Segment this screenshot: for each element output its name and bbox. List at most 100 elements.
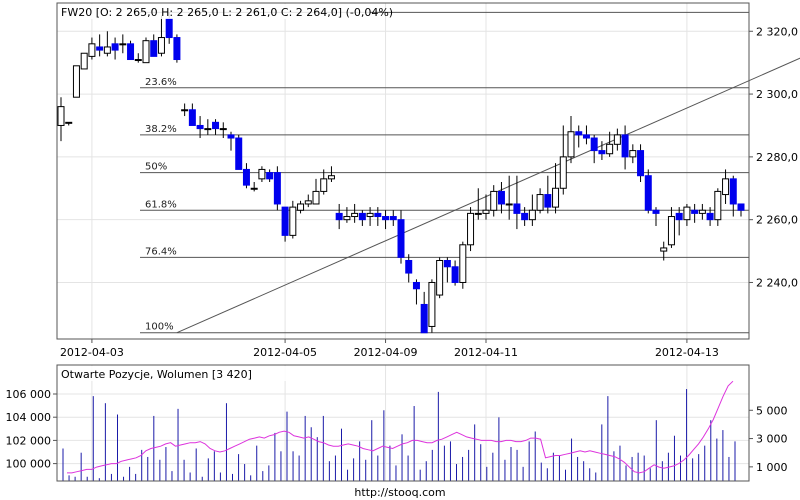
candle-body xyxy=(142,40,150,64)
open-interest-line xyxy=(67,380,734,474)
candle-body xyxy=(72,65,80,98)
candle-body xyxy=(652,209,660,214)
volume-grid xyxy=(57,393,749,465)
candle-body xyxy=(667,216,675,246)
candle-body xyxy=(250,187,258,190)
header-background xyxy=(58,4,370,19)
candle-body xyxy=(582,134,590,139)
candle-body xyxy=(96,46,104,51)
date-tick-label: 2012-04-03 xyxy=(60,346,124,359)
candle-body xyxy=(235,137,243,170)
candle-body xyxy=(80,52,88,70)
candle-body xyxy=(412,281,420,290)
candle-body xyxy=(698,209,706,214)
candle-body xyxy=(451,266,459,283)
fib-level-label: 76.4% xyxy=(145,246,177,257)
lower-panel-title: Otwarte Pozycje, Wolumen [3 420] xyxy=(61,368,252,381)
fib-trend-line xyxy=(176,57,800,334)
candle-body xyxy=(428,281,436,327)
candle-body xyxy=(575,131,583,136)
candle-body xyxy=(273,172,281,205)
date-axis: 2012-04-03 2012-04-05 2012-04-09 2012-04-11… xyxy=(60,339,719,359)
candle-body xyxy=(150,40,158,57)
candle-body xyxy=(212,121,220,130)
fib-level-label: 38.2% xyxy=(145,124,177,135)
fib-level-label: 50% xyxy=(145,162,167,173)
candle-body xyxy=(103,46,111,54)
candle-body xyxy=(374,212,382,218)
volume-axis: 1 000 3 000 5 000 xyxy=(749,404,788,474)
candle-body xyxy=(127,43,135,61)
candle-body xyxy=(490,190,498,211)
candle-body xyxy=(567,131,575,158)
candle-body xyxy=(621,134,629,158)
candle-body xyxy=(675,212,683,221)
candle-body xyxy=(204,128,212,131)
candle-body xyxy=(637,150,645,177)
candle-body xyxy=(304,200,312,205)
fib-level-label: 61.8% xyxy=(145,199,177,210)
candle-body xyxy=(521,212,529,221)
candle-body xyxy=(181,109,189,112)
candle-body xyxy=(389,216,397,221)
candle-body xyxy=(536,194,544,211)
volume-tick-label: 5 000 xyxy=(756,404,788,417)
candle-body xyxy=(405,259,413,274)
price-tick-label: 2 260,0 xyxy=(756,214,798,227)
volume-tick-label: 3 000 xyxy=(756,433,788,446)
candle-body xyxy=(644,175,652,211)
candle-body xyxy=(266,172,274,180)
date-tick-label: 2012-04-11 xyxy=(454,346,518,359)
candle-body xyxy=(188,109,196,126)
candle-body xyxy=(482,209,490,214)
candle-body xyxy=(335,212,343,221)
candle-body xyxy=(382,216,390,221)
date-tick-label: 2012-04-05 xyxy=(253,346,317,359)
candle-body xyxy=(714,190,722,221)
volume-panel-frame xyxy=(56,364,750,482)
candle-body xyxy=(606,143,614,155)
date-tick-label: 2012-04-09 xyxy=(354,346,418,359)
candle-body xyxy=(737,203,745,211)
oi-tick-label: 102 000 xyxy=(6,434,52,447)
candle-body xyxy=(706,212,714,221)
candle-body xyxy=(320,178,328,192)
candle-body xyxy=(327,175,335,180)
volume-tick-label: 1 000 xyxy=(756,461,788,474)
candle-body xyxy=(552,187,560,208)
candle-body xyxy=(196,124,204,130)
candle-body xyxy=(459,244,467,283)
candle-body xyxy=(598,150,606,155)
candle-body xyxy=(729,178,737,205)
candle-body xyxy=(157,37,165,54)
candle-body xyxy=(467,212,475,246)
candle-body xyxy=(119,43,127,46)
lower-title-background xyxy=(58,366,288,381)
open-interest-axis: 100 000 102 000 104 000 106 000 xyxy=(6,388,57,471)
oi-tick-label: 104 000 xyxy=(6,411,52,424)
footer-url: http://stooq.com xyxy=(354,486,445,499)
candle-body xyxy=(57,106,65,126)
candle-body xyxy=(474,212,482,215)
oi-tick-label: 100 000 xyxy=(6,458,52,471)
fib-level-label: 100% xyxy=(145,322,174,333)
candle-body xyxy=(660,247,668,252)
candle-body xyxy=(312,190,320,205)
candle-body xyxy=(111,43,119,51)
candle-body xyxy=(297,203,305,211)
candle-body xyxy=(165,18,173,39)
candle-body xyxy=(242,168,250,186)
price-tick-label: 2 240,0 xyxy=(756,276,798,289)
candle-body xyxy=(343,216,351,221)
candlestick-series xyxy=(57,12,745,334)
price-axis: 2 240,0 2 260,0 2 280,0 2 300,0 2 320,0 xyxy=(749,25,798,289)
candle-body xyxy=(544,194,552,208)
candle-body xyxy=(289,206,297,236)
candle-body xyxy=(513,203,521,214)
candle-body xyxy=(505,203,513,206)
candle-body xyxy=(351,212,359,218)
candle-body xyxy=(358,212,366,221)
candle-body xyxy=(722,178,730,196)
fib-level-label: 23.6% xyxy=(145,77,177,88)
